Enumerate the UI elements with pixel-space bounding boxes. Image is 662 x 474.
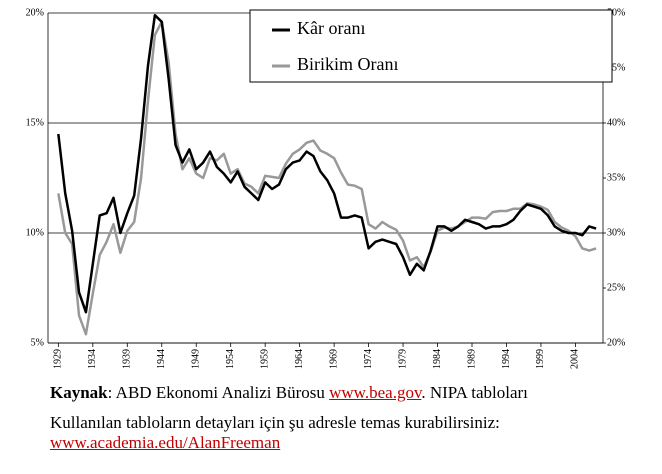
contact-text: Kullanılan tabloların detayları için şu …	[50, 413, 500, 432]
chart: 5% 10% 15% 20% 20% 25% 30% 35% 40% 45% 50% 1929 1934…	[26, 7, 626, 369]
y-tick-label: 20%	[26, 7, 44, 18]
x-tick-label: 1949	[191, 349, 202, 369]
source-label: Kaynak	[50, 383, 108, 402]
x-tick-label: 1944	[156, 349, 167, 369]
y2-tick-label: 30%	[607, 227, 625, 238]
y-tick-label: 5%	[31, 337, 44, 348]
y2-tick-label: 25%	[607, 282, 625, 293]
x-tick-label: 1964	[294, 349, 305, 369]
source-after: . NIPA tabloları	[421, 383, 528, 402]
y2-tick-label: 35%	[607, 172, 625, 183]
x-tick-label: 1969	[328, 349, 339, 369]
x-tick-label: 1999	[535, 349, 546, 369]
x-tick-label: 2004	[570, 349, 581, 369]
notes: Kaynak: ABD Ekonomi Analizi Bürosu www.b…	[50, 383, 650, 463]
x-tick-label: 1974	[363, 349, 374, 369]
series-line	[57, 13, 597, 314]
x-tick-label: 1984	[432, 349, 443, 369]
y2-tick-label: 45%	[607, 62, 625, 73]
x-tick-label: 1929	[53, 349, 64, 369]
source-link[interactable]: www.bea.gov	[329, 383, 422, 402]
legend-box	[249, 9, 613, 83]
x-tick-label: 1934	[87, 349, 98, 369]
y2-tick-label: 40%	[607, 117, 625, 128]
x-tick-label: 1939	[122, 349, 133, 369]
series-line	[57, 20, 597, 336]
x-tick-label: 1959	[259, 349, 270, 369]
y-tick-label: 15%	[26, 117, 44, 128]
legend-label: Kâr oranı	[297, 18, 365, 38]
x-tick-label: 1979	[397, 349, 408, 369]
y2-tick-label: 50%	[607, 7, 625, 18]
source-line: Kaynak: ABD Ekonomi Analizi Bürosu www.b…	[50, 383, 650, 403]
y2-tick-label: 20%	[607, 337, 625, 348]
x-tick-label: 1994	[501, 349, 512, 369]
y-tick-label: 10%	[26, 227, 44, 238]
legend-label: Birikim Oranı	[297, 54, 399, 74]
x-tick-label: 1989	[466, 349, 477, 369]
contact-line: Kullanılan tabloların detayları için şu …	[50, 413, 650, 453]
contact-link[interactable]: www.academia.edu/AlanFreeman	[50, 433, 281, 452]
source-text: : ABD Ekonomi Analizi Bürosu	[107, 383, 330, 402]
x-tick-label: 1954	[225, 349, 236, 369]
